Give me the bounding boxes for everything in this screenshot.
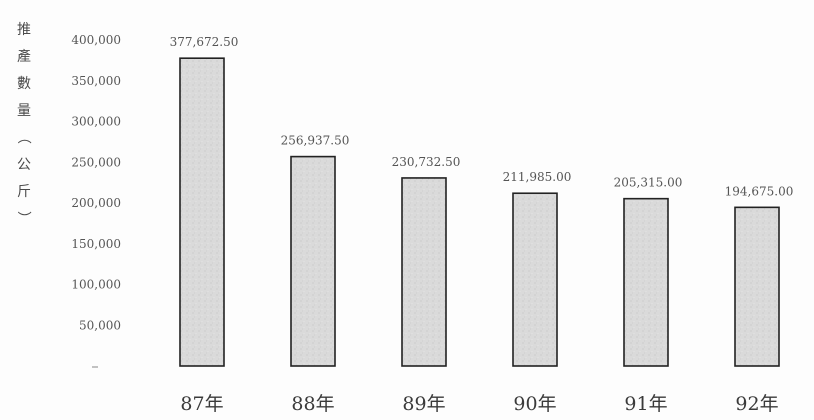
bar	[290, 155, 336, 367]
data-label: 205,315.00	[614, 176, 683, 190]
data-label: 230,732.50	[392, 155, 461, 169]
x-tick-label: 92年	[735, 393, 778, 415]
y-tick-label: 100,000	[71, 278, 121, 292]
y-axis-label-char: （	[15, 130, 31, 144]
data-labels: 377,672.50 256,937.50 230,732.50 211,985.00…	[170, 35, 794, 198]
y-tick-label: 350,000	[71, 74, 121, 88]
y-axis-label-char: 數	[17, 76, 31, 92]
y-tick-label: 50,000	[79, 318, 121, 332]
y-tick-label: 400,000	[71, 33, 121, 47]
x-tick-label: 91年	[624, 393, 667, 415]
x-tick-label: 89年	[402, 393, 445, 415]
data-label: 211,985.00	[503, 170, 572, 184]
bar	[401, 177, 447, 367]
x-tick-label: 90年	[513, 393, 556, 415]
data-label: 194,675.00	[725, 184, 794, 198]
y-axis-label-char: 公	[17, 157, 31, 173]
data-label: 256,937.50	[281, 134, 350, 148]
x-tick-label: 88年	[291, 393, 334, 415]
bar	[734, 206, 780, 367]
y-tick-label: 300,000	[71, 115, 121, 129]
y-tick-label: 250,000	[71, 155, 121, 169]
x-axis-ticks: 87年 88年 89年 90年 91年 92年	[180, 393, 778, 415]
bar	[179, 57, 225, 367]
bars	[179, 57, 780, 367]
bar	[512, 192, 558, 367]
y-tick-label: 200,000	[71, 196, 121, 210]
y-tick-label: 150,000	[71, 237, 121, 251]
bar	[623, 197, 669, 367]
y-axis-label-char: ）	[15, 211, 31, 225]
y-axis-label-char: 斤	[17, 184, 31, 200]
y-axis-label-char: 產	[17, 48, 31, 65]
y-axis-label-char: 量	[17, 103, 31, 119]
x-tick-label: 87年	[180, 393, 223, 415]
y-axis-label-char: 推	[17, 22, 31, 38]
y-axis-ticks: 50,000 100,000 150,000 200,000 250,000 300,00…	[71, 33, 121, 368]
data-label: 377,672.50	[170, 35, 239, 49]
